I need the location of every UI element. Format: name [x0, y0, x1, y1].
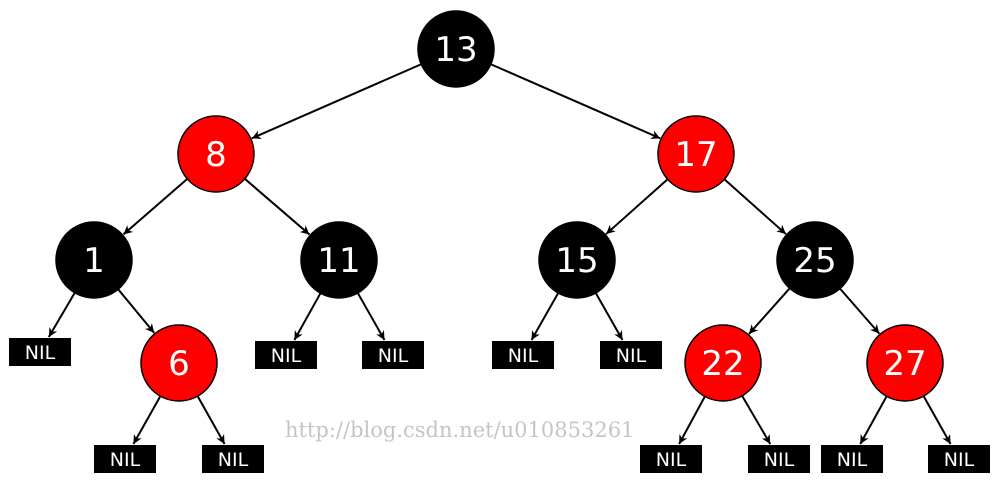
edge-n11-nil11b	[356, 292, 386, 341]
edge-n27-nil27b	[922, 395, 952, 445]
node-key: 1	[83, 241, 105, 281]
edge-n15-nil15a	[530, 292, 560, 341]
node-key: 8	[205, 135, 227, 175]
nil-label: NIL	[837, 449, 868, 471]
edge-n8-n1	[122, 178, 188, 236]
tree-node-22: 22	[684, 324, 762, 402]
nil-box	[748, 445, 810, 473]
edge-n13-n8	[251, 63, 422, 140]
node-circle-black	[538, 221, 616, 299]
nil-leaf: NIL	[9, 338, 71, 366]
node-key: 6	[168, 344, 190, 384]
nil-label: NIL	[271, 345, 302, 367]
edge-n22-nil22b	[741, 395, 772, 445]
tree-node-15: 15	[538, 221, 616, 299]
edge-n1-nil1	[47, 292, 76, 338]
nil-label: NIL	[218, 449, 249, 471]
nil-box	[9, 338, 71, 366]
nil-leaf: NIL	[600, 341, 662, 369]
nil-box	[362, 341, 424, 369]
nil-leaf: NIL	[492, 341, 554, 369]
nil-label: NIL	[656, 449, 687, 471]
nil-label: NIL	[944, 449, 975, 471]
tree-node-11: 11	[300, 221, 378, 299]
node-circle-red	[177, 115, 255, 193]
nil-label: NIL	[110, 449, 141, 471]
nil-box	[928, 445, 990, 473]
nil-box	[255, 341, 317, 369]
nil-leaf: NIL	[928, 445, 990, 473]
node-circle-red	[140, 324, 218, 402]
node-circle-red	[657, 115, 735, 193]
edge-n22-nil22a	[678, 395, 706, 445]
tree-node-25: 25	[776, 221, 854, 299]
nil-leaf: NIL	[362, 341, 424, 369]
edge-n25-n22	[748, 287, 791, 335]
edge-n25-n27	[839, 287, 881, 335]
nil-box	[821, 445, 883, 473]
nil-leaf: NIL	[202, 445, 264, 473]
node-key: 27	[883, 344, 926, 384]
node-key: 11	[317, 241, 360, 281]
tree-node-8: 8	[177, 115, 255, 193]
nil-box	[600, 341, 662, 369]
node-circle-black	[417, 10, 495, 88]
node-key: 17	[674, 135, 717, 175]
node-circle-black	[300, 221, 378, 299]
nil-label: NIL	[378, 345, 409, 367]
edge-n13-n17	[490, 63, 661, 140]
edge-n11-nil11a	[293, 292, 322, 341]
node-circle-black	[55, 221, 133, 299]
tree-node-6: 6	[140, 324, 218, 402]
edge-n27-nil27a	[859, 395, 888, 445]
nil-label: NIL	[25, 342, 56, 364]
tree-node-27: 27	[866, 324, 944, 402]
nil-leaf: NIL	[640, 445, 702, 473]
node-key: 25	[793, 241, 836, 281]
nil-label: NIL	[764, 449, 795, 471]
edge-n17-n15	[605, 178, 669, 235]
nil-leaf: NIL	[748, 445, 810, 473]
node-circle-red	[684, 324, 762, 402]
nil-label: NIL	[616, 345, 647, 367]
nil-label: NIL	[508, 345, 539, 367]
nil-leaf: NIL	[94, 445, 156, 473]
tree-node-13: 13	[417, 10, 495, 88]
nil-box	[640, 445, 702, 473]
edge-n1-n6	[117, 288, 155, 334]
node-circle-black	[776, 221, 854, 299]
nil-box	[492, 341, 554, 369]
nil-leaf: NIL	[255, 341, 317, 369]
node-key: 15	[555, 241, 598, 281]
tree-node-1: 1	[55, 221, 133, 299]
edge-n15-nil15b	[594, 292, 624, 341]
edge-n17-n25	[723, 178, 787, 235]
nil-box	[94, 445, 156, 473]
edge-n8-n11	[244, 178, 311, 236]
node-circle-red	[866, 324, 944, 402]
edge-n6-nil6a	[132, 395, 162, 445]
edge-n6-nil6b	[196, 395, 226, 445]
node-key: 13	[434, 30, 477, 70]
nil-box	[202, 445, 264, 473]
nil-leaf: NIL	[821, 445, 883, 473]
tree-node-17: 17	[657, 115, 735, 193]
node-key: 22	[701, 344, 744, 384]
